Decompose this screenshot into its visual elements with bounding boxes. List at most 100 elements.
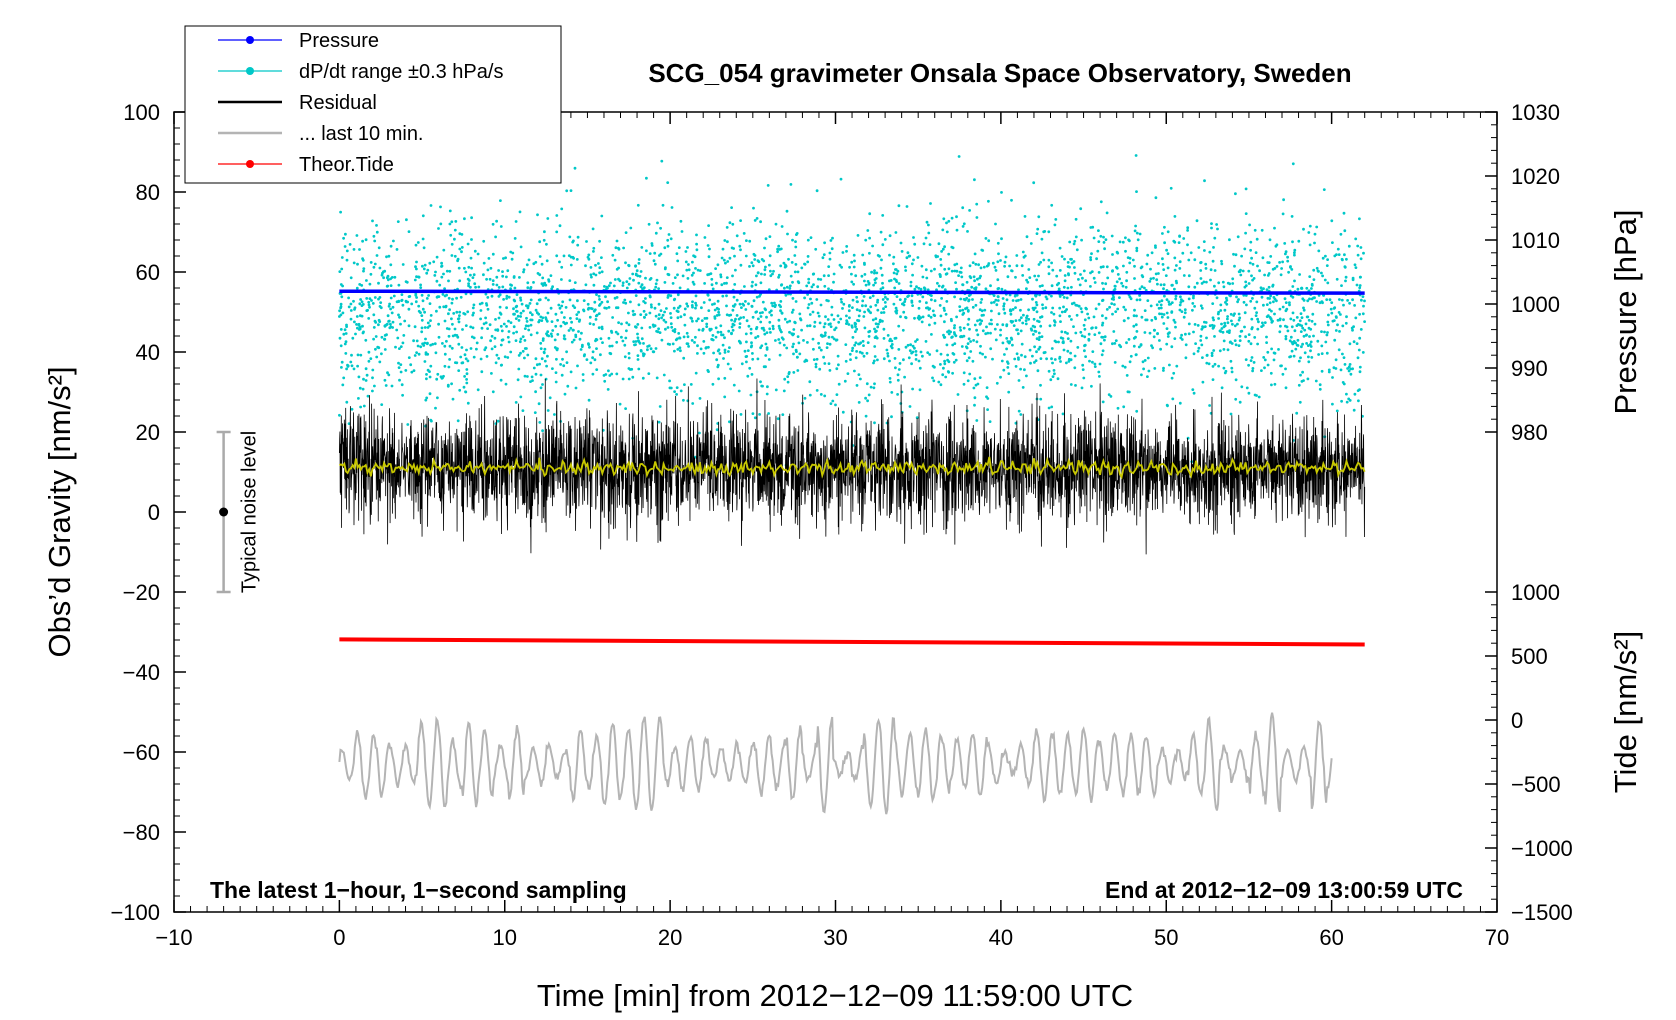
dpdt-point (702, 301, 706, 304)
dpdt-point (1298, 319, 1302, 323)
dpdt-point (1115, 280, 1119, 284)
dpdt-point (506, 335, 510, 339)
dpdt-point (793, 270, 797, 274)
dpdt-point (1254, 251, 1258, 255)
series-residual-line (338, 378, 1366, 555)
dpdt-point (1050, 405, 1054, 409)
dpdt-point (1133, 264, 1136, 268)
dpdt-point (1362, 251, 1365, 255)
dpdt-point (973, 403, 976, 407)
dpdt-point (1291, 311, 1295, 315)
dpdt-point (1162, 313, 1166, 316)
dpdt-point (816, 285, 820, 289)
dpdt-point (442, 248, 446, 252)
dpdt-point (419, 283, 422, 287)
dpdt-point (654, 285, 658, 289)
dpdt-point (1067, 360, 1071, 363)
dpdt-point (997, 312, 1001, 316)
dpdt-point (1105, 265, 1109, 269)
dpdt-point (673, 390, 676, 393)
dpdt-point (1051, 306, 1055, 310)
dpdt-point (1037, 274, 1040, 278)
dpdt-point (662, 318, 666, 322)
dpdt-point (598, 239, 601, 243)
dpdt-point (1113, 361, 1117, 364)
dpdt-point (428, 375, 432, 379)
dpdt-point (959, 328, 962, 332)
dpdt-point (1021, 321, 1025, 325)
dpdt-point (977, 283, 981, 286)
dpdt-point (1005, 347, 1008, 351)
dpdt-point (1330, 301, 1334, 304)
dpdt-point (696, 268, 700, 272)
dpdt-point (955, 215, 958, 219)
x-tick-label: 20 (658, 925, 682, 950)
dpdt-point (818, 321, 822, 325)
dpdt-point (361, 258, 365, 262)
dpdt-point (717, 348, 721, 352)
dpdt-point (1008, 264, 1011, 268)
dpdt-point (1342, 303, 1345, 307)
dpdt-point (667, 293, 671, 297)
dpdt-point (1132, 314, 1136, 318)
dpdt-point (380, 335, 384, 339)
dpdt-point (753, 416, 757, 420)
dpdt-point (574, 386, 578, 390)
dpdt-point (797, 341, 801, 345)
dpdt-point (1070, 285, 1073, 289)
dpdt-point (1239, 330, 1243, 333)
dpdt-point (534, 372, 538, 376)
dpdt-point (517, 354, 521, 357)
dpdt-point (1029, 327, 1033, 331)
dpdt-point (458, 247, 462, 251)
dpdt-point (1180, 310, 1184, 313)
dpdt-point (707, 309, 711, 312)
dpdt-point (691, 319, 694, 323)
dpdt-point (1281, 260, 1284, 264)
dpdt-point (752, 206, 755, 210)
dpdt-point (1083, 335, 1087, 339)
dpdt-point (343, 245, 347, 248)
dpdt-point (1014, 306, 1017, 309)
dpdt-point (512, 312, 515, 316)
dpdt-point (947, 329, 951, 333)
dpdt-point (576, 243, 580, 247)
dpdt-point (541, 276, 545, 280)
dpdt-point (509, 250, 513, 254)
dpdt-point (413, 325, 417, 329)
dpdt-point (1017, 288, 1020, 292)
dpdt-point (687, 345, 690, 348)
dpdt-point (1326, 323, 1330, 327)
dpdt-point (375, 254, 379, 257)
dpdt-point (1178, 401, 1182, 405)
dpdt-point (857, 401, 861, 404)
dpdt-point (1146, 253, 1150, 257)
dpdt-point (1014, 365, 1018, 368)
dpdt-point (818, 367, 822, 371)
dpdt-point (1135, 298, 1139, 302)
dpdt-point (448, 222, 452, 226)
dpdt-point (877, 322, 880, 326)
dpdt-point (1234, 253, 1238, 257)
dpdt-point (423, 263, 427, 267)
dpdt-point (1179, 295, 1182, 299)
dpdt-point (884, 295, 887, 299)
dpdt-point (1008, 309, 1012, 313)
dpdt-point (925, 276, 929, 280)
dpdt-point (1042, 258, 1046, 262)
dpdt-point (1345, 315, 1348, 319)
dpdt-point (469, 347, 473, 350)
dpdt-point (420, 314, 424, 317)
dpdt-point (1034, 330, 1038, 333)
dpdt-point (514, 339, 518, 342)
dpdt-point (415, 339, 419, 343)
dpdt-point (822, 274, 826, 278)
dpdt-point (450, 254, 454, 257)
dpdt-point (703, 317, 707, 320)
dpdt-point (777, 318, 781, 322)
dpdt-point (1160, 315, 1164, 319)
dpdt-point (628, 277, 632, 280)
dpdt-point (342, 332, 346, 336)
dpdt-point (1247, 363, 1250, 367)
dpdt-point (685, 331, 689, 335)
